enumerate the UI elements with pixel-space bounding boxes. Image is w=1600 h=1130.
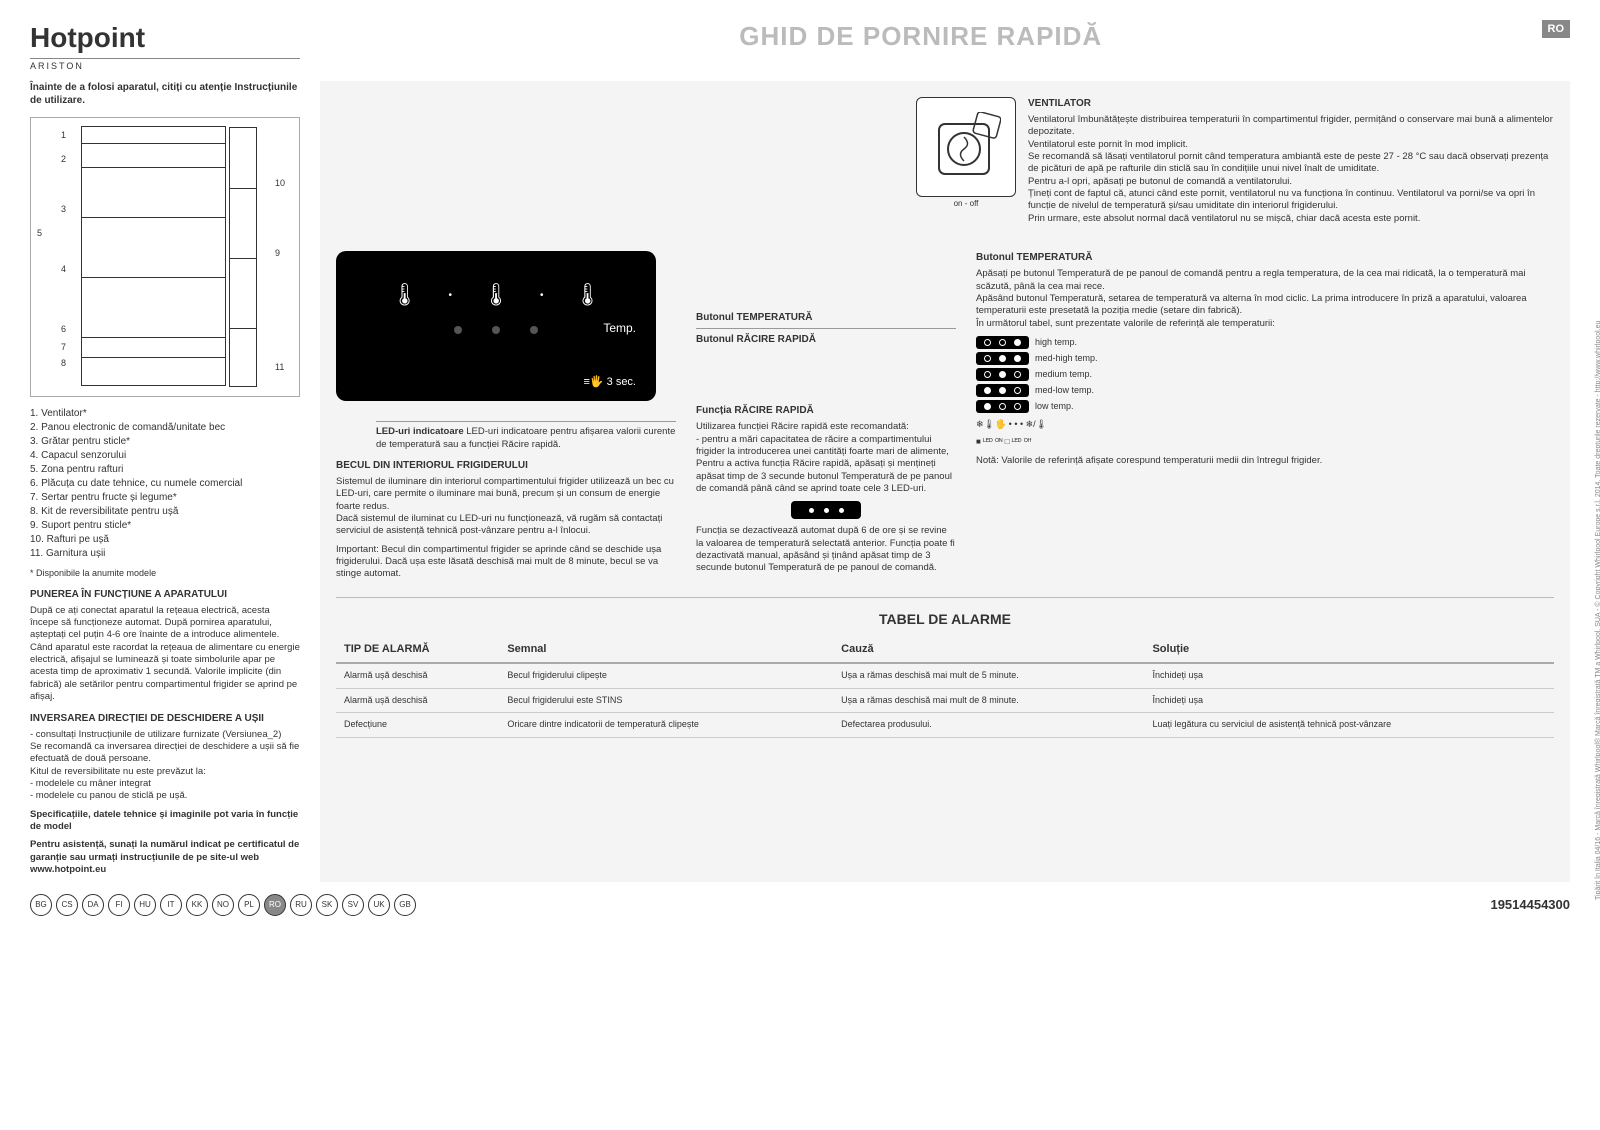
lang-circle: SV <box>342 894 364 916</box>
table-cell: Becul frigiderului clipește <box>499 663 833 688</box>
lang-circle: IT <box>160 894 182 916</box>
lang-circle: NO <box>212 894 234 916</box>
lang-circle: HU <box>134 894 156 916</box>
fastcool-text2: Funcția se dezactivează automat după 6 d… <box>696 525 956 574</box>
sec-title: INVERSAREA DIRECȚIEI DE DESCHIDERE A UȘI… <box>30 712 300 725</box>
doc-number: 19514454300 <box>1490 897 1570 914</box>
fridge-diagram: 1 2 3 4 5 6 7 8 9 10 11 <box>30 117 300 397</box>
table-cell: Luați legătura cu serviciul de asistență… <box>1144 713 1554 738</box>
three-dots-icon <box>791 501 861 519</box>
fan-title: VENTILATOR <box>1028 97 1554 110</box>
table-cell: Becul frigiderului este STINS <box>499 688 833 713</box>
list-item: 1. Ventilator* <box>30 407 300 420</box>
fan-onoff-label: on - off <box>916 199 1016 209</box>
list-item: 4. Capacul senzorului <box>30 449 300 462</box>
callout: 8 <box>61 358 66 370</box>
thermometer-icon: 🌡 <box>391 281 419 310</box>
intro-text: Înainte de a folosi aparatul, citiți cu … <box>30 81 300 107</box>
list-item: 5. Zona pentru rafturi <box>30 463 300 476</box>
footer: BGCSDAFIHUITKKNOPLRORUSKSVUKGB 1951445430… <box>30 894 1570 916</box>
list-item: 8. Kit de reversibilitate pentru ușă <box>30 505 300 518</box>
table-header: Semnal <box>499 636 833 663</box>
brand-main: Hotpoint <box>30 20 300 56</box>
callout: 9 <box>275 248 280 260</box>
brand-block: Hotpoint ARISTON <box>30 20 300 73</box>
table-cell: Defecțiune <box>336 713 499 738</box>
table-cell: Alarmă ușă deschisă <box>336 663 499 688</box>
list-item: 11. Garnitura ușii <box>30 547 300 560</box>
thermometer-icon: 🌡 <box>482 281 510 310</box>
list-item: 3. Grătar pentru sticle* <box>30 435 300 448</box>
table-header: TIP DE ALARMĂ <box>336 636 499 663</box>
fan-icon <box>916 97 1016 197</box>
callout: 7 <box>61 342 66 354</box>
lang-circle: PL <box>238 894 260 916</box>
dot-icon: • <box>540 289 544 302</box>
sec-text: Specificațiile, datele tehnice și imagin… <box>30 809 300 834</box>
tempbtn-note: Notă: Valorile de referință afișate core… <box>976 455 1554 467</box>
callout: 2 <box>61 154 66 166</box>
table-cell: Închideți ușa <box>1144 663 1554 688</box>
bulb-title: BECUL DIN INTERIORUL FRIGIDERULUI <box>336 459 676 472</box>
temp-btn-label: Butonul TEMPERATURĂ <box>696 311 956 324</box>
sec-text: - consultați Instrucțiunile de utilizare… <box>30 729 300 803</box>
lang-circle: FI <box>108 894 130 916</box>
table-cell: Alarmă ușă deschisă <box>336 688 499 713</box>
sec-label: ≡🖐 3 sec. <box>583 375 636 389</box>
models-note: * Disponibile la anumite modele <box>30 568 300 580</box>
callout: 6 <box>61 324 66 336</box>
lang-circle: UK <box>368 894 390 916</box>
thermometer-icon: 🌡 <box>573 281 601 310</box>
tempbtn-text: Apăsați pe butonul Temperatură de pe pan… <box>976 268 1554 330</box>
alarm-title: TABEL DE ALARME <box>336 610 1554 628</box>
lang-circle: KK <box>186 894 208 916</box>
table-cell: Ușa a rămas deschisă mai mult de 5 minut… <box>833 663 1144 688</box>
callout: 10 <box>275 178 285 190</box>
brand-sub: ARISTON <box>30 58 300 73</box>
control-panel: 🌡 • 🌡 • 🌡 Temp. ≡🖐 3 sec. <box>336 251 656 401</box>
sec-text: Pentru asistență, sunați la numărul indi… <box>30 839 300 876</box>
table-cell: Defectarea produsului. <box>833 713 1144 738</box>
temp-button-label: Temp. <box>603 321 636 337</box>
callout: 5 <box>37 228 42 240</box>
table-cell: Ușa a rămas deschisă mai mult de 8 minut… <box>833 688 1144 713</box>
table-header: Cauză <box>833 636 1144 663</box>
fan-text: Ventilatorul îmbunătățește distribuirea … <box>1028 114 1554 225</box>
tempbtn-title: Butonul TEMPERATURĂ <box>976 251 1554 264</box>
table-cell: Închideți ușa <box>1144 688 1554 713</box>
table-header: Soluție <box>1144 636 1554 663</box>
bulb-important: Important: Becul din compartimentul frig… <box>336 544 676 581</box>
lang-circle: RU <box>290 894 312 916</box>
callout: 11 <box>275 362 284 374</box>
callout: 3 <box>61 204 66 216</box>
bulb-text: Sistemul de iluminare din interiorul com… <box>336 476 676 538</box>
diagram-legend: 1. Ventilator* 2. Panou electronic de co… <box>30 407 300 560</box>
sec-text: După ce ați conectat aparatul la rețeaua… <box>30 605 300 704</box>
fast-btn-label: Butonul RĂCIRE RAPIDĂ <box>696 333 956 346</box>
copyright-vertical: Tipărit în Italia 04/16 - Marcă înregist… <box>1594 200 1600 900</box>
page-title: GHID DE PORNIRE RAPIDĂ <box>300 20 1542 54</box>
list-item: 9. Suport pentru sticle* <box>30 519 300 532</box>
list-item: 6. Plăcuța cu date tehnice, cu numele co… <box>30 477 300 490</box>
callout: 1 <box>61 130 66 142</box>
dot-icon: • <box>449 289 453 302</box>
lang-circle: RO <box>264 894 286 916</box>
lang-circle: SK <box>316 894 338 916</box>
sec-title: PUNEREA ÎN FUNCȚIUNE A APARATULUI <box>30 588 300 601</box>
led-text: LED-uri indicatoare LED-uri indicatoare … <box>376 426 676 451</box>
lang-circle: BG <box>30 894 52 916</box>
table-cell: Oricare dintre indicatorii de temperatur… <box>499 713 833 738</box>
temp-table: high temp.med-high temp.medium temp.med-… <box>976 336 1554 413</box>
alarm-table: TIP DE ALARMĂ Semnal Cauză Soluție Alarm… <box>336 636 1554 738</box>
lang-badge: RO <box>1542 20 1571 38</box>
lang-circle: CS <box>56 894 78 916</box>
list-item: 2. Panou electronic de comandă/unitate b… <box>30 421 300 434</box>
fastcool-text: Utilizarea funcției Răcire rapidă este r… <box>696 421 956 495</box>
list-item: 7. Sertar pentru fructe și legume* <box>30 491 300 504</box>
fastcool-title: Funcția RĂCIRE RAPIDĂ <box>696 404 956 417</box>
list-item: 10. Rafturi pe ușă <box>30 533 300 546</box>
lang-circle: GB <box>394 894 416 916</box>
callout: 4 <box>61 264 66 276</box>
lang-circle: DA <box>82 894 104 916</box>
